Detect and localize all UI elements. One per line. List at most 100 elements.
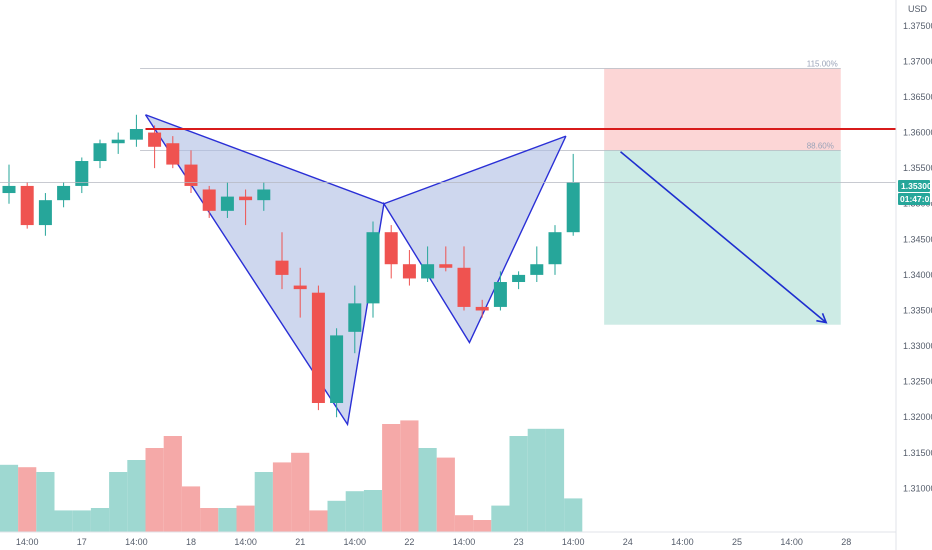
volume-bar xyxy=(54,510,73,532)
candle-body xyxy=(330,335,344,404)
countdown-label: 01:47:01 xyxy=(900,194,932,204)
candle-body xyxy=(566,182,580,233)
candle-body xyxy=(129,128,143,140)
volume-bar xyxy=(527,428,546,532)
volume-bar xyxy=(200,508,219,532)
volume-bar xyxy=(254,472,273,532)
y-tick-label: 1.37500 xyxy=(903,21,932,31)
volume-bar xyxy=(145,448,164,532)
y-tick-label: 1.34000 xyxy=(903,270,932,280)
candle-body xyxy=(20,185,34,226)
volume-bar xyxy=(418,448,437,532)
take-profit-zone xyxy=(604,150,841,325)
candle-body xyxy=(311,292,325,404)
volume-bar xyxy=(72,510,91,532)
volume-bar xyxy=(291,452,310,532)
candle-body xyxy=(530,264,544,275)
x-tick-label: 14:00 xyxy=(234,537,257,547)
y-tick-label: 1.37000 xyxy=(903,56,932,66)
y-tick-label: 1.36000 xyxy=(903,128,932,138)
x-tick-label: 14:00 xyxy=(562,537,585,547)
volume-bar xyxy=(236,505,255,532)
candle-body xyxy=(2,185,16,194)
level-lines xyxy=(0,127,896,183)
candle-body xyxy=(293,285,307,290)
volume-bar xyxy=(163,436,182,532)
arrow-shaft xyxy=(620,151,827,324)
x-tick-label: 28 xyxy=(841,537,851,547)
candlesticks xyxy=(2,114,580,418)
volume-bars xyxy=(0,420,583,532)
y-tick-label: 1.31500 xyxy=(903,448,932,458)
current-price-tag xyxy=(898,180,930,192)
candle-body xyxy=(202,189,216,211)
volume-bar xyxy=(363,490,383,532)
pattern-wing xyxy=(383,136,566,343)
current-price-label: 1.35300 xyxy=(901,181,932,191)
volume-bar xyxy=(345,491,364,532)
candle-body xyxy=(111,139,125,144)
candle-body xyxy=(57,185,71,201)
y-tick-label: 1.32000 xyxy=(903,412,932,422)
volume-bar xyxy=(218,508,237,532)
x-tick-label: 14:00 xyxy=(16,537,39,547)
x-tick-label: 21 xyxy=(295,537,305,547)
pattern-bd-line xyxy=(383,135,567,205)
fib-label: 88.60% xyxy=(807,141,834,150)
x-tick-label: 14:00 xyxy=(780,537,803,547)
volume-bar xyxy=(545,428,565,532)
currency-label: USD xyxy=(908,4,928,14)
candle-body xyxy=(384,232,398,265)
candle-body xyxy=(348,303,362,332)
x-tick-label: 25 xyxy=(732,537,742,547)
x-tick-label: 17 xyxy=(77,537,87,547)
x-tick-label: 14:00 xyxy=(453,537,476,547)
volume-bar xyxy=(564,498,583,532)
x-tick-label: 14:00 xyxy=(344,537,367,547)
volume-bar xyxy=(18,467,37,532)
y-tick-label: 1.33500 xyxy=(903,305,932,315)
volume-bar xyxy=(109,472,128,532)
volume-bar xyxy=(0,464,19,532)
y-tick-label: 1.32500 xyxy=(903,377,932,387)
y-tick-label: 1.31000 xyxy=(903,483,932,493)
time-axis[interactable]: 14:00 17 14:00 18 14:00 21 14:00 22 14:00 23 14:00… xyxy=(0,531,896,547)
fib-levels: 115.00% 88.60% xyxy=(140,59,841,151)
stop-loss-zone xyxy=(604,68,841,151)
x-tick-label: 18 xyxy=(186,537,196,547)
arrow-head xyxy=(816,312,828,324)
candle-body xyxy=(402,264,416,279)
candle-body xyxy=(548,232,562,265)
candle-body xyxy=(475,306,489,311)
volume-bar xyxy=(90,508,110,532)
position-zones xyxy=(604,68,841,325)
fib-label: 115.00% xyxy=(807,59,838,68)
volume-bar xyxy=(36,472,55,532)
candle-body xyxy=(366,232,380,304)
volume-bar xyxy=(309,510,328,532)
candle-body xyxy=(239,196,253,201)
candle-body xyxy=(439,264,453,268)
volume-bar xyxy=(400,420,419,532)
candle-body xyxy=(257,189,271,201)
volume-bar xyxy=(127,460,146,532)
x-tick-label: 24 xyxy=(623,537,633,547)
candle-body xyxy=(275,260,289,275)
countdown-tag xyxy=(898,193,930,205)
candle-body xyxy=(166,143,180,165)
volume-bar xyxy=(327,500,346,532)
candle-body xyxy=(75,161,89,186)
y-tick-label: 1.34500 xyxy=(903,234,932,244)
volume-bar xyxy=(473,520,492,532)
x-tick-label: 14:00 xyxy=(671,537,694,547)
candle-body xyxy=(93,143,107,162)
candle-body xyxy=(421,264,435,279)
candle-body xyxy=(148,132,162,147)
candle-body xyxy=(38,200,52,226)
volume-bar xyxy=(382,424,401,532)
x-tick-label: 14:00 xyxy=(125,537,148,547)
target-arrow xyxy=(620,151,828,324)
y-tick-label: 1.35500 xyxy=(903,163,932,173)
